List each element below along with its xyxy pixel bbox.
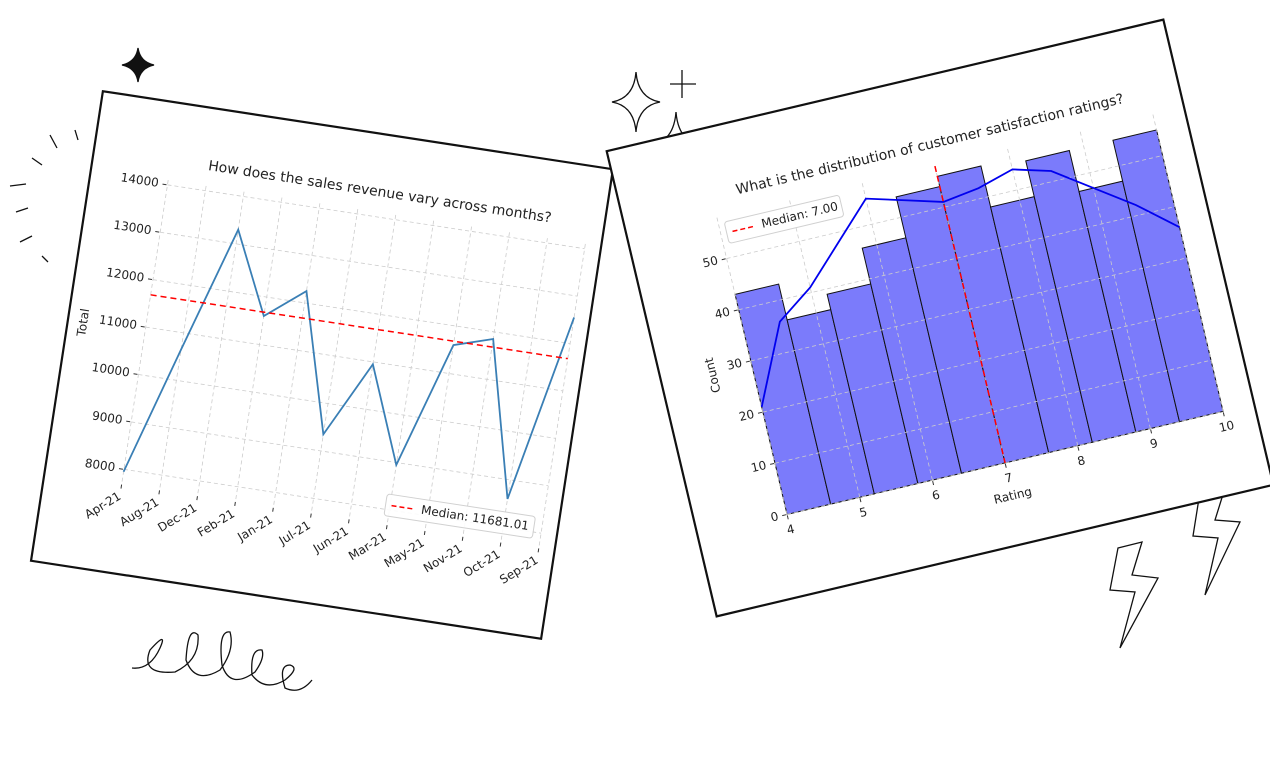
tick-mark [461, 536, 464, 541]
lightning [1192, 487, 1241, 596]
x-tick-label: 7 [1003, 470, 1014, 485]
histogram-bar [1112, 129, 1224, 423]
legend-box [724, 195, 844, 244]
y-tick-label: 8000 [84, 456, 116, 474]
tick-mark [147, 278, 153, 281]
tick-mark [745, 360, 750, 363]
y-tick-label: 10 [750, 458, 768, 475]
grid-line [462, 232, 510, 536]
sparkle [121, 47, 155, 83]
grid-line [121, 180, 169, 484]
grid-line [159, 185, 207, 490]
grid-line [131, 421, 549, 487]
grid-line [386, 220, 435, 525]
median-line [934, 165, 1006, 464]
grid-line [152, 279, 571, 344]
tick-mark [733, 309, 738, 312]
x-tick-label: 8 [1076, 453, 1087, 468]
y-tick-label: 14000 [120, 170, 160, 190]
tick-mark [423, 530, 426, 536]
grid-line [273, 203, 321, 507]
tick-mark [155, 231, 160, 233]
tick-mark [162, 183, 167, 186]
tick-mark [1077, 446, 1080, 451]
grid-line [160, 231, 578, 297]
x-tick-label: 6 [931, 487, 942, 502]
grid-line [789, 200, 861, 498]
tick-mark [537, 548, 540, 553]
grid-line [145, 326, 563, 392]
tick-mark [272, 507, 274, 512]
tick-mark [310, 513, 312, 518]
x-tick-label: 9 [1149, 436, 1160, 451]
grid-line [138, 374, 556, 439]
sparkle [611, 71, 661, 133]
y-tick-label: 20 [738, 407, 756, 424]
grid-line [197, 191, 245, 496]
lightning [1109, 541, 1160, 649]
y-tick-label: 9000 [91, 409, 123, 427]
tick-mark [140, 325, 145, 328]
tick-mark [348, 519, 350, 524]
tick-mark [499, 542, 502, 547]
tick-mark [133, 373, 138, 375]
y-tick-label: 40 [713, 305, 731, 322]
tick-mark [118, 468, 124, 470]
y-tick-label: 13000 [113, 218, 153, 238]
tick-mark [158, 490, 161, 495]
grid-line [500, 238, 548, 542]
tick-mark [1150, 429, 1153, 434]
grid-line [348, 214, 397, 519]
kde-curve [760, 168, 1180, 408]
tick-mark [1004, 463, 1007, 468]
x-tick-label: 10 [1218, 418, 1236, 435]
y-tick-label: 30 [725, 356, 743, 373]
tick-mark [721, 258, 726, 261]
grid-line [538, 243, 586, 548]
y-axis-label: Total [74, 307, 92, 338]
legend-swatch [391, 504, 416, 511]
y-tick-label: 10000 [91, 360, 131, 380]
y-tick-label: 11000 [98, 313, 138, 333]
tick-mark [126, 420, 131, 423]
grid-line [1079, 131, 1151, 429]
grid-line [861, 183, 933, 481]
y-tick-label: 12000 [105, 265, 145, 285]
median-line [150, 294, 568, 360]
scribble [131, 631, 313, 691]
tick-mark [196, 496, 198, 501]
grid-line [424, 226, 472, 531]
tick-mark [932, 480, 935, 486]
legend-swatch [732, 225, 757, 233]
tick-mark [786, 515, 789, 520]
sun-rays [9, 129, 79, 263]
grid-line [235, 197, 283, 502]
tick-mark [782, 514, 787, 517]
panel-frame [29, 89, 615, 641]
tick-mark [859, 498, 862, 503]
y-tick-label: 0 [769, 509, 780, 524]
legend-box [383, 493, 536, 539]
tick-mark [234, 501, 236, 507]
chart-panel: 800090001000011000120001300014000Apr-21A… [29, 89, 615, 641]
tick-mark [770, 463, 775, 465]
grid-line [716, 217, 788, 515]
tick-mark [1222, 412, 1225, 417]
tick-mark [120, 484, 123, 489]
grid-line [1152, 114, 1224, 412]
tick-mark [757, 411, 763, 414]
tick-mark [385, 525, 388, 530]
sales-line [122, 227, 575, 500]
grid-line [167, 184, 585, 250]
grid-line [310, 209, 359, 513]
x-tick-label: 5 [858, 505, 869, 520]
grid-line [1007, 148, 1079, 446]
plus [670, 70, 696, 98]
y-tick-label: 50 [701, 253, 719, 270]
x-tick-label: 4 [785, 522, 796, 537]
